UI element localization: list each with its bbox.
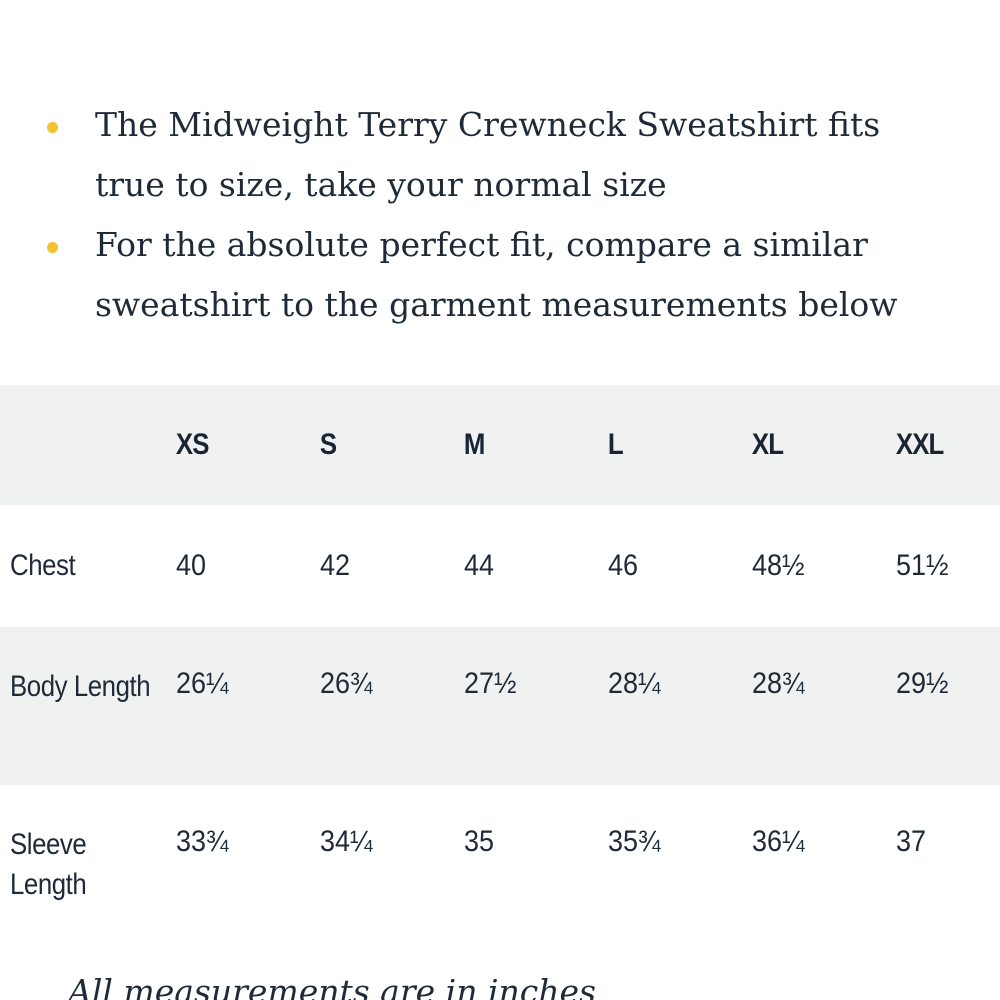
table-row-sleeve-length: Sleeve Length 33¾ 34¼ 35 35¾ 36¼ 37 — [0, 785, 1000, 943]
size-header-xl: XL — [751, 428, 784, 461]
table-cell: 26¾ — [320, 667, 373, 700]
table-cell: 26¼ — [176, 667, 229, 700]
size-header-row: XS S M L XL XXL — [0, 385, 1000, 505]
fit-note-text: For the absolute perfect fit, compare a … — [95, 225, 898, 324]
table-cell: 46 — [608, 549, 639, 582]
bullet-dot-icon — [47, 122, 58, 133]
table-cell: 36¼ — [752, 825, 805, 858]
row-label-chest: Chest — [10, 549, 76, 582]
table-cell: 35 — [464, 825, 495, 858]
size-header-m: M — [463, 428, 486, 461]
table-cell: 28¼ — [608, 667, 661, 700]
size-header-l: L — [607, 428, 624, 461]
header-empty-cell — [0, 385, 151, 505]
size-header-xs: XS — [175, 428, 210, 461]
size-header-s: S — [319, 428, 337, 461]
bullet-dot-icon — [47, 242, 58, 253]
measurement-units-note: All measurements are in inches — [68, 972, 596, 1000]
table-cell: 51½ — [896, 549, 949, 582]
table-cell: 42 — [320, 549, 351, 582]
table-cell: 48½ — [752, 549, 805, 582]
table-row-body-length: Body Length 26¼ 26¾ 27½ 28¼ 28¾ 29½ — [0, 627, 1000, 785]
table-cell: 35¾ — [608, 825, 661, 858]
table-cell: 37 — [896, 825, 927, 858]
table-cell: 40 — [176, 549, 207, 582]
fit-note-text: The Midweight Terry Crewneck Sweatshirt … — [95, 105, 881, 204]
table-cell: 44 — [464, 549, 495, 582]
row-label-body-length: Body Length — [10, 670, 151, 703]
size-chart-table: XS S M L XL XXL Chest 40 42 44 46 48½ 51… — [0, 385, 1000, 943]
table-cell: 34¼ — [320, 825, 373, 858]
fit-note-item: The Midweight Terry Crewneck Sweatshirt … — [0, 95, 1000, 215]
table-cell: 29½ — [896, 667, 949, 700]
size-header-xxl: XXL — [895, 428, 944, 461]
table-cell: 33¾ — [176, 825, 229, 858]
row-label-sleeve-length: Sleeve Length — [10, 828, 87, 901]
table-cell: 27½ — [464, 667, 517, 700]
table-row-chest: Chest 40 42 44 46 48½ 51½ — [0, 505, 1000, 627]
table-cell: 28¾ — [752, 667, 805, 700]
fit-note-item: For the absolute perfect fit, compare a … — [0, 215, 1000, 335]
fit-notes-list: The Midweight Terry Crewneck Sweatshirt … — [0, 95, 1000, 335]
